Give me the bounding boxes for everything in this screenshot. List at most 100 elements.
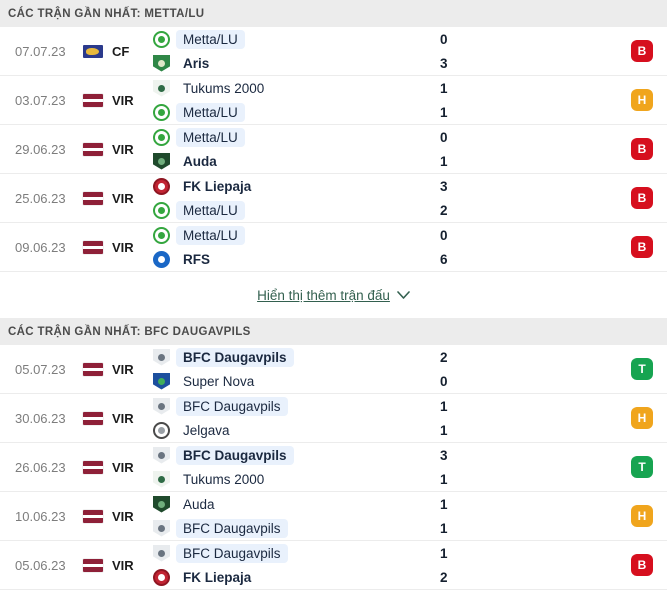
team-name[interactable]: Metta/LU [176,127,245,147]
team-logo-icon [153,177,170,195]
home-team: BFC Daugavpils [153,346,430,369]
scores: 1 1 [430,493,617,540]
match-row[interactable]: 25.06.23 VIR FK Liepaja Metta/LU 3 2 B [0,174,667,223]
competition-code: VIR [112,92,134,108]
home-score: 2 [440,349,448,365]
home-team: BFC Daugavpils [153,444,430,467]
teams: Metta/LU Auda [153,126,430,173]
match-row[interactable]: 05.06.23 VIR BFC Daugavpils FK Liepaja 1… [0,541,667,590]
show-more-row: Hiển thị thêm trận đấu [0,272,667,318]
team-name[interactable]: FK Liepaja [183,569,252,585]
home-score: 0 [440,227,448,243]
team-name[interactable]: Super Nova [183,373,255,389]
match-rows: 07.07.23 CF Metta/LU Aris 0 3 B 03.07.23… [0,27,667,272]
home-score: 1 [440,80,448,96]
team-logo-icon [153,372,170,390]
team-name[interactable]: BFC Daugavpils [176,347,294,367]
team-name[interactable]: Jelgava [183,422,230,438]
team-logo-accent [158,84,165,92]
team-logo-accent [158,402,165,410]
match-date: 09.06.23 [15,239,66,255]
teams: BFC Daugavpils Tukums 2000 [153,444,430,491]
match-date: 29.06.23 [15,141,66,157]
match-row[interactable]: 30.06.23 VIR BFC Daugavpils Jelgava 1 1 … [0,394,667,443]
team-logo-icon [153,30,170,48]
team-logo-accent [158,500,165,508]
team-logo-accent [158,231,165,239]
competition: VIR [83,362,153,377]
team-name[interactable]: Tukums 2000 [183,80,265,96]
section-header: CÁC TRẬN GẦN NHẤT: METTA/LU [0,0,667,27]
team-logo-accent [158,377,165,385]
team-name[interactable]: Auda [183,153,217,169]
match-date: 05.07.23 [15,361,66,377]
competition: VIR [83,93,153,108]
scores: 3 1 [430,444,617,491]
matches-section: CÁC TRẬN GẦN NHẤT: BFC DAUGAVPILS 05.07.… [0,318,667,590]
away-team: RFS [153,248,430,271]
home-score: 1 [440,545,448,561]
match-row[interactable]: 05.07.23 VIR BFC Daugavpils Super Nova 2… [0,345,667,394]
team-name[interactable]: BFC Daugavpils [176,396,288,416]
scores: 0 6 [430,224,617,271]
team-name[interactable]: Tukums 2000 [183,471,265,487]
team-name[interactable]: BFC Daugavpils [176,518,288,538]
latvia-flag-icon [83,411,103,425]
match-row[interactable]: 10.06.23 VIR Auda BFC Daugavpils 1 1 H [0,492,667,541]
match-row[interactable]: 09.06.23 VIR Metta/LU RFS 0 6 B [0,223,667,272]
competition-code: VIR [112,361,134,377]
team-logo-icon [153,519,170,537]
team-logo-icon [153,568,170,586]
team-name[interactable]: Aris [183,55,210,71]
result-badge: B [631,187,653,209]
home-team: BFC Daugavpils [153,395,430,418]
home-score: 0 [440,31,448,47]
team-name[interactable]: Metta/LU [176,29,245,49]
home-team: Tukums 2000 [153,77,430,100]
matches-section: CÁC TRẬN GẦN NHẤT: METTA/LU 07.07.23 CF … [0,0,667,272]
away-team: Metta/LU [153,101,430,124]
team-logo-accent [158,182,165,190]
teams: FK Liepaja Metta/LU [153,175,430,222]
match-row[interactable]: 29.06.23 VIR Metta/LU Auda 0 1 B [0,125,667,174]
team-name[interactable]: Metta/LU [176,225,245,245]
team-name[interactable]: Metta/LU [176,102,245,122]
team-logo-accent [158,255,165,263]
team-name[interactable]: BFC Daugavpils [176,543,288,563]
result-badge: B [631,236,653,258]
away-team: FK Liepaja [153,566,430,589]
competition: VIR [83,411,153,426]
match-row[interactable]: 26.06.23 VIR BFC Daugavpils Tukums 2000 … [0,443,667,492]
team-logo-accent [158,549,165,557]
away-score: 1 [440,153,448,169]
away-team: BFC Daugavpils [153,517,430,540]
scores: 1 2 [430,542,617,589]
result-badge: H [631,505,653,527]
latvia-flag-icon [83,558,103,572]
latvia-flag-icon [83,93,103,107]
home-team: Metta/LU [153,28,430,51]
team-logo-icon [153,79,170,97]
home-team: FK Liepaja [153,175,430,198]
scores: 1 1 [430,395,617,442]
match-date: 25.06.23 [15,190,66,206]
team-name[interactable]: BFC Daugavpils [176,445,294,465]
competition: VIR [83,558,153,573]
team-name[interactable]: Auda [183,496,215,512]
away-score: 1 [440,471,448,487]
section-header: CÁC TRẬN GẦN NHẤT: BFC DAUGAVPILS [0,318,667,345]
result-badge: B [631,554,653,576]
team-logo-accent [158,426,165,434]
team-name[interactable]: RFS [183,251,210,267]
match-row[interactable]: 03.07.23 VIR Tukums 2000 Metta/LU 1 1 H [0,76,667,125]
away-score: 1 [440,520,448,536]
scores: 3 2 [430,175,617,222]
show-more-link[interactable]: Hiển thị thêm trận đấu [257,288,410,303]
team-name[interactable]: FK Liepaja [183,178,252,194]
competition: VIR [83,460,153,475]
away-team: Aris [153,52,430,75]
team-name[interactable]: Metta/LU [176,200,245,220]
match-row[interactable]: 07.07.23 CF Metta/LU Aris 0 3 B [0,27,667,76]
home-team: Auda [153,493,430,516]
result-badge: B [631,40,653,62]
